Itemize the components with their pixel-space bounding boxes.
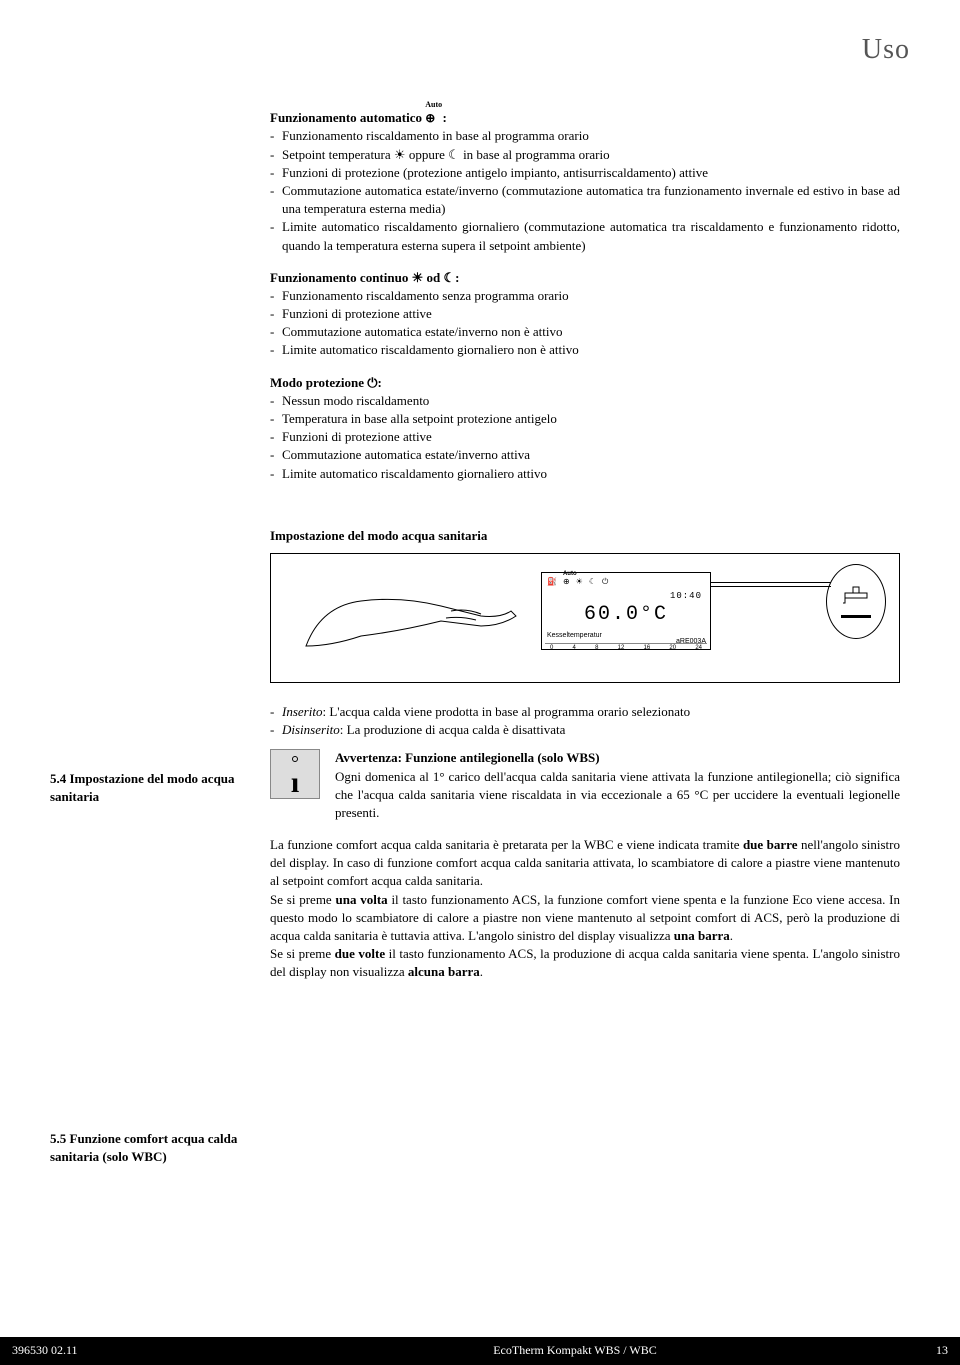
section-number: 5.5 bbox=[50, 1131, 66, 1146]
sec1-head-suffix: : bbox=[443, 110, 447, 125]
tap-icon: ⛽ bbox=[547, 576, 557, 587]
callout-ellipse bbox=[826, 564, 886, 639]
list-item: Limite automatico riscaldamento giornali… bbox=[270, 341, 900, 359]
text: . bbox=[730, 928, 733, 943]
warn-head: Avvertenza: Funzione antilegionella (sol… bbox=[335, 750, 600, 765]
section-title: Impostazione del modo acqua sanitaria bbox=[50, 771, 235, 804]
sec1-head-prefix: Funzionamento automatico bbox=[270, 110, 422, 125]
side-heading-55: 5.5 Funzione comfort acqua calda sanitar… bbox=[50, 1130, 250, 1166]
display-temp: 60.0°C bbox=[542, 601, 710, 629]
warn-body: Ogni domenica al 1° carico dell'acqua ca… bbox=[335, 769, 900, 820]
footer-left: 396530 02.11 bbox=[0, 1337, 250, 1365]
display-icons: ⛽ Auto ⊕ ☀ ☾ ⏻ bbox=[542, 573, 710, 590]
moon-icon: ☾ bbox=[589, 576, 596, 587]
list-item: Limite automatico riscaldamento giornali… bbox=[270, 218, 900, 254]
section-title: Funzione comfort acqua calda sanitaria (… bbox=[50, 1131, 237, 1164]
tap-icon bbox=[841, 585, 871, 605]
scale-tick: 0 bbox=[550, 644, 553, 652]
scale-tick: 4 bbox=[573, 644, 576, 652]
callout-line bbox=[711, 582, 831, 583]
list-item: Funzionamento riscaldamento in base al p… bbox=[270, 127, 900, 145]
bold-text: una barra bbox=[674, 928, 730, 943]
sec3-list: Nessun modo riscaldamento Temperatura in… bbox=[270, 392, 900, 483]
bold-text: due volte bbox=[335, 946, 385, 961]
sun-icon: ☀ bbox=[576, 576, 583, 587]
figure-box: ⛽ Auto ⊕ ☀ ☾ ⏻ 10:40 60.0°C Kesseltemper… bbox=[270, 553, 900, 683]
page-content: Uso Funzionamento automatico Auto ⊕ : Fu… bbox=[0, 0, 960, 1320]
figure-code: aRE003A bbox=[676, 637, 706, 647]
auto-label: Auto bbox=[425, 101, 442, 109]
list-item: Temperatura in base alla setpoint protez… bbox=[270, 410, 900, 428]
after-fig-list: Inserito: L'acqua calda viene prodotta i… bbox=[270, 703, 900, 739]
inserito-text: : L'acqua calda viene prodotta in base a… bbox=[322, 704, 690, 719]
text: Se si preme bbox=[270, 946, 335, 961]
main-column: Funzionamento automatico Auto ⊕ : Funzio… bbox=[270, 109, 900, 981]
inserito-label: Inserito bbox=[282, 704, 322, 719]
list-item: Limite automatico riscaldamento giornali… bbox=[270, 465, 900, 483]
hand-icon bbox=[301, 576, 521, 666]
scale-tick: 12 bbox=[618, 644, 625, 652]
info-icon: ı bbox=[270, 749, 320, 799]
page-header: Uso bbox=[50, 30, 910, 69]
list-item: Disinserito: La produzione di acqua cald… bbox=[270, 721, 900, 739]
list-item: Inserito: L'acqua calda viene prodotta i… bbox=[270, 703, 900, 721]
power-icon: ⏻ bbox=[602, 576, 608, 587]
info-text: Avvertenza: Funzione antilegionella (sol… bbox=[335, 749, 900, 822]
section-number: 5.4 bbox=[50, 771, 66, 786]
comfort-p1: La funzione comfort acqua calda sanitari… bbox=[270, 836, 900, 891]
sec2-list: Funzionamento riscaldamento senza progra… bbox=[270, 287, 900, 360]
text: . bbox=[480, 964, 483, 979]
bar-icon bbox=[841, 615, 871, 618]
list-item: Commutazione automatica estate/inverno (… bbox=[270, 182, 900, 218]
list-item: Funzioni di protezione (protezione antig… bbox=[270, 164, 900, 182]
bold-text: una volta bbox=[335, 892, 387, 907]
scale-tick: 16 bbox=[644, 644, 651, 652]
sec1-head: Funzionamento automatico Auto ⊕ : bbox=[270, 109, 900, 127]
footer-right: 13 bbox=[900, 1337, 960, 1365]
auto-label-sm: Auto bbox=[563, 570, 577, 578]
list-item: Commutazione automatica estate/inverno a… bbox=[270, 446, 900, 464]
list-item: Funzioni di protezione attive bbox=[270, 428, 900, 446]
list-item: Commutazione automatica estate/inverno n… bbox=[270, 323, 900, 341]
page-footer: 396530 02.11 EcoTherm Kompakt WBS / WBC … bbox=[0, 1337, 960, 1365]
info-row: ı Avvertenza: Funzione antilegionella (s… bbox=[270, 749, 900, 822]
disinserito-label: Disinserito bbox=[282, 722, 340, 737]
callout-line bbox=[711, 586, 831, 587]
sec3-head: Modo protezione ⏻: bbox=[270, 374, 900, 392]
text: Se si preme bbox=[270, 892, 335, 907]
fig-title: Impostazione del modo acqua sanitaria bbox=[270, 527, 900, 545]
list-item: Funzioni di protezione attive bbox=[270, 305, 900, 323]
text: La funzione comfort acqua calda sanitari… bbox=[270, 837, 743, 852]
sec1-list: Funzionamento riscaldamento in base al p… bbox=[270, 127, 900, 254]
scale-tick: 8 bbox=[595, 644, 598, 652]
comfort-p3: Se si preme due volte il tasto funzionam… bbox=[270, 945, 900, 981]
list-item: Funzionamento riscaldamento senza progra… bbox=[270, 287, 900, 305]
bold-text: due barre bbox=[743, 837, 798, 852]
clock-icon: ⊕ bbox=[425, 110, 435, 127]
footer-center: EcoTherm Kompakt WBS / WBC bbox=[250, 1337, 900, 1365]
bold-text: alcuna barra bbox=[408, 964, 480, 979]
sec2-head: Funzionamento continuo ☀ od ☾: bbox=[270, 269, 900, 287]
list-item: Nessun modo riscaldamento bbox=[270, 392, 900, 410]
side-heading-54: 5.4 Impostazione del modo acqua sanitari… bbox=[50, 770, 250, 806]
display-panel: ⛽ Auto ⊕ ☀ ☾ ⏻ 10:40 60.0°C Kesseltemper… bbox=[541, 572, 711, 650]
list-item: Setpoint temperatura ☀ oppure ☾ in base … bbox=[270, 146, 900, 164]
comfort-p2: Se si preme una volta il tasto funzionam… bbox=[270, 891, 900, 946]
disinserito-text: : La produzione di acqua calda è disatti… bbox=[340, 722, 566, 737]
